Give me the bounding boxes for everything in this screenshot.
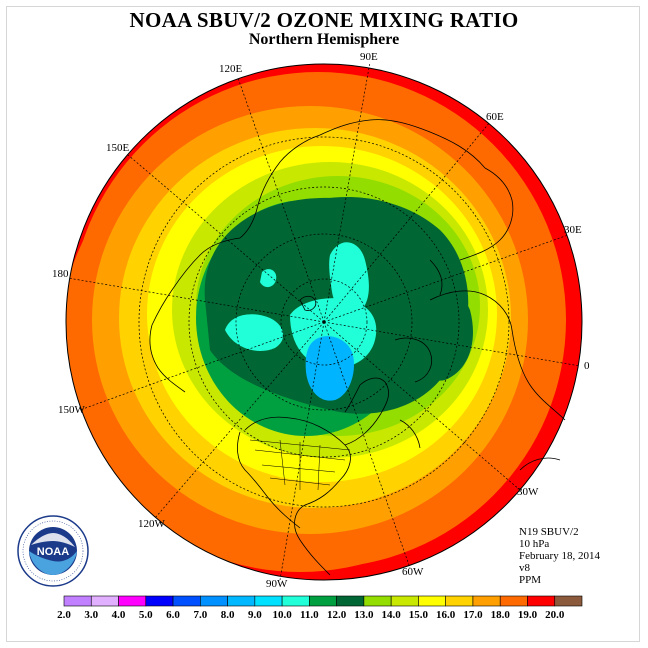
lon-label-120w: 120W xyxy=(138,518,165,530)
lon-label-180: 180 xyxy=(52,268,69,280)
ozone-field xyxy=(66,64,582,580)
colorbar-cell xyxy=(281,595,310,607)
colorbar-cell xyxy=(145,595,174,607)
graticule xyxy=(67,61,581,581)
colorbar-label: 12.0 xyxy=(327,609,347,621)
figure-frame xyxy=(6,6,640,642)
colorbar-label: 3.0 xyxy=(84,609,98,621)
map-boundary xyxy=(65,63,583,581)
atlantic-dark-lobe xyxy=(412,287,473,381)
colorbar-cell xyxy=(90,595,119,607)
colorbar-label: 5.0 xyxy=(139,609,153,621)
colorbar-cell xyxy=(499,595,528,607)
info-satellite: N19 SBUV/2 xyxy=(519,526,579,538)
colorbar: 2.0 3.0 4.0 5.0 6.0 7.0 8.0 9.0 10.0 11.0 12.0 13.0… xyxy=(57,595,583,621)
coastlines xyxy=(149,119,566,576)
lon-label-90e: 90E xyxy=(360,51,378,63)
colorbar-cell xyxy=(554,595,583,607)
lon-label-30e: 30E xyxy=(564,224,582,236)
colorbar-label: 7.0 xyxy=(193,609,207,621)
colorbar-label: 6.0 xyxy=(166,609,180,621)
polar-map xyxy=(65,61,583,581)
logo-text: NOAA xyxy=(37,546,69,558)
colorbar-cell xyxy=(363,595,392,607)
lon-label-120e: 120E xyxy=(219,63,243,75)
info-block: N19 SBUV/2 10 hPa February 18, 2014 v8 P… xyxy=(519,526,600,586)
colorbar-cell xyxy=(527,595,556,607)
siberia-cyan-maximum xyxy=(225,314,284,351)
colorbar-label: 11.0 xyxy=(300,609,319,621)
lon-label-150w: 150W xyxy=(58,404,85,416)
borders xyxy=(249,439,351,491)
colorbar-label: 2.0 xyxy=(57,609,71,621)
lon-label-90w: 90W xyxy=(266,578,288,590)
info-units: PPM xyxy=(519,574,542,586)
colorbar-cell xyxy=(445,595,474,607)
colorbar-cell xyxy=(63,595,92,607)
lon-label-60e: 60E xyxy=(486,111,504,123)
info-date: February 18, 2014 xyxy=(519,550,600,562)
colorbar-label: 19.0 xyxy=(518,609,538,621)
lon-label-60w: 60W xyxy=(402,566,424,578)
colorbar-cell xyxy=(472,595,501,607)
colorbar-label: 8.0 xyxy=(221,609,235,621)
info-pressure-level: 10 hPa xyxy=(519,538,550,550)
colorbar-cell xyxy=(254,595,283,607)
colorbar-cell xyxy=(172,595,201,607)
colorbar-label: 4.0 xyxy=(112,609,126,621)
noaa-logo: NOAA xyxy=(17,515,89,587)
colorbar-label: 9.0 xyxy=(248,609,262,621)
colorbar-cell xyxy=(200,595,228,607)
colorbar-label: 16.0 xyxy=(436,609,456,621)
colorbar-cell xyxy=(390,595,419,607)
colorbar-cell xyxy=(336,595,365,607)
lon-label-30w: 30W xyxy=(517,486,539,498)
colorbar-label: 14.0 xyxy=(382,609,402,621)
colorbar-label: 17.0 xyxy=(463,609,483,621)
colorbar-label: 13.0 xyxy=(354,609,374,621)
map-title: NOAA SBUV/2 OZONE MIXING RATIO xyxy=(129,8,519,32)
lon-label-150e: 150E xyxy=(106,142,130,154)
colorbar-cell xyxy=(309,595,337,607)
colorbar-label: 15.0 xyxy=(409,609,429,621)
colorbar-label: 20.0 xyxy=(545,609,565,621)
pole-blue-minimum xyxy=(305,336,355,401)
colorbar-label: 18.0 xyxy=(491,609,511,621)
colorbar-cell xyxy=(227,595,256,607)
info-version: v8 xyxy=(519,562,530,574)
colorbar-cell xyxy=(118,595,147,607)
lon-label-0: 0 xyxy=(584,360,590,372)
colorbar-label: 10.0 xyxy=(272,609,292,621)
colorbar-cell xyxy=(418,595,446,607)
map-subtitle: Northern Hemisphere xyxy=(248,31,400,48)
